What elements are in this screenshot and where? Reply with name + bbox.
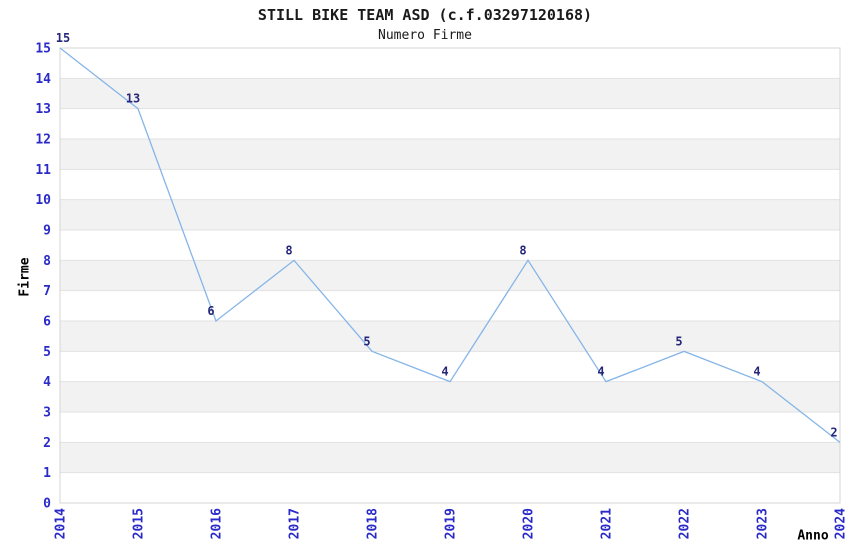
x-tick-label: 2017: [288, 508, 303, 539]
chart-title: STILL BIKE TEAM ASD (c.f.03297120168): [257, 6, 593, 24]
y-axis-label: Firme: [17, 257, 33, 297]
x-tick-label: 2014: [54, 508, 69, 539]
point-label: 5: [363, 334, 370, 348]
y-tick-label: 15: [35, 42, 51, 57]
y-tick-label: 9: [43, 224, 51, 239]
x-tick-label: 2018: [366, 508, 381, 539]
point-label: 8: [519, 243, 526, 257]
y-tick-label: 14: [35, 72, 51, 87]
y-tick-label: 11: [35, 163, 51, 178]
data-line: [59, 47, 841, 443]
point-label: 4: [753, 365, 760, 379]
y-tick-label: 1: [43, 466, 51, 481]
y-tick-label: 7: [43, 284, 51, 299]
point-label: 5: [675, 334, 682, 348]
point-label: 6: [207, 304, 214, 318]
x-tick-label: 2020: [522, 508, 537, 539]
y-tick-label: 2: [43, 436, 51, 451]
point-label: 8: [285, 243, 292, 257]
y-tick-label: 8: [43, 254, 51, 269]
band-row: [60, 321, 840, 352]
y-tick-label: 4: [43, 375, 51, 390]
chart-subtitle: Numero Firme: [378, 28, 472, 43]
y-tick-label: 6: [43, 315, 51, 330]
point-label: 2: [830, 425, 837, 439]
x-tick-label: 2016: [210, 508, 225, 539]
x-tick-label: 2024: [834, 508, 849, 539]
band-row: [60, 199, 840, 230]
band-row: [60, 78, 840, 109]
y-tick-label: 3: [43, 406, 51, 421]
band-row: [60, 442, 840, 473]
point-label: 15: [56, 31, 70, 45]
y-tick-label: 10: [35, 193, 51, 208]
x-tick-label: 2022: [678, 508, 693, 539]
band-row: [60, 139, 840, 170]
point-label: 13: [126, 92, 140, 106]
plot-border: [59, 47, 841, 504]
x-tick-label: 2015: [132, 508, 147, 539]
x-axis-label: Anno: [797, 528, 829, 544]
y-tick-label: 0: [43, 497, 51, 512]
point-label: 4: [441, 365, 448, 379]
y-tick-label: 5: [43, 345, 51, 360]
point-label: 4: [597, 365, 604, 379]
x-tick-label: 2019: [444, 508, 459, 539]
x-tick-label: 2023: [756, 508, 771, 539]
y-tick-label: 12: [35, 133, 51, 148]
band-row: [60, 260, 840, 291]
y-tick-label: 13: [35, 102, 51, 117]
x-tick-label: 2021: [600, 508, 615, 539]
band-row: [60, 381, 840, 412]
